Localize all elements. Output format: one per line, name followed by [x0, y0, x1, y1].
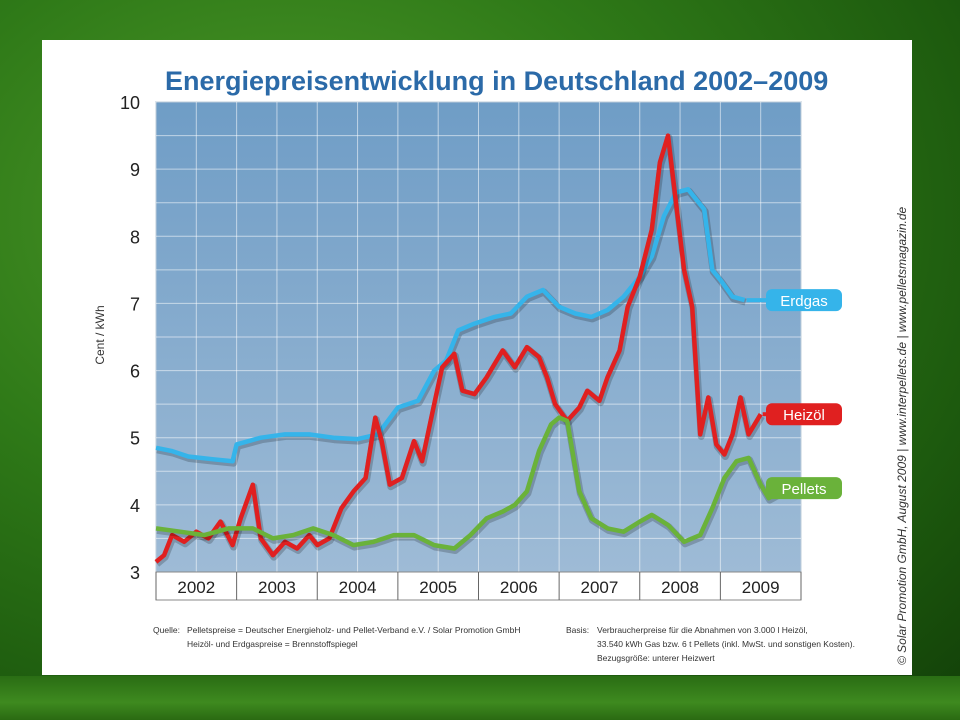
y-tick-label: 5 [130, 429, 140, 449]
footnote-basis-label: Basis: [566, 625, 589, 635]
y-tick-label: 7 [130, 294, 140, 314]
tag-label: Heizöl [783, 407, 825, 424]
x-tick-label: 2003 [258, 578, 296, 597]
series-lines [154, 133, 795, 567]
y-tick-label: 8 [130, 227, 140, 247]
tag-erdgas [766, 289, 842, 312]
footnote-quelle-line2: Heizöl- und Erdgaspreise = Brennstoffspi… [187, 639, 358, 649]
x-axis: 2002 2003 2004 2005 2006 2007 2008 2009 [155, 571, 802, 601]
footnote-quelle-line1: Pelletspreise = Deutscher Energieholz- u… [187, 625, 521, 635]
chart-title: Energiepreisentwicklung in Deutschland 2… [165, 66, 828, 96]
x-tick-label: 2002 [177, 578, 215, 597]
series-line-pellets [155, 415, 794, 551]
x-tick-label: 2004 [339, 578, 377, 597]
x-tick-label: 2009 [742, 578, 780, 597]
tag-pellets [766, 477, 842, 500]
x-tick-label: 2005 [419, 578, 457, 597]
footnote-basis-line1: Verbraucherpreise für die Abnahmen von 3… [597, 625, 808, 635]
y-tick-label: 10 [120, 93, 140, 113]
y-tick-label: 3 [130, 563, 140, 583]
footnote-basis-line3: Bezugsgröße: unterer Heizwert [597, 653, 715, 663]
footnote-basis-line2: 33.540 kWh Gas bzw. 6 t Pellets (inkl. M… [597, 639, 855, 649]
series-tags: Erdgas Heizöl Pellets [746, 289, 842, 500]
side-credit: © Solar Promotion GmbH, August 2009 | ww… [895, 206, 909, 665]
tag-heizöl [766, 403, 842, 426]
background-glow [0, 676, 960, 720]
footnote-quelle-label: Quelle: [153, 625, 180, 635]
y-axis-label: Cent / kWh [93, 305, 107, 364]
tag-label: Pellets [781, 481, 826, 498]
y-tick-label: 4 [130, 496, 140, 516]
x-tick-label: 2007 [581, 578, 619, 597]
y-tick-label: 9 [130, 160, 140, 180]
x-tick-label: 2006 [500, 578, 538, 597]
tag-label: Erdgas [780, 293, 828, 310]
x-tick-label: 2008 [661, 578, 699, 597]
y-tick-label: 6 [130, 362, 140, 382]
footnote: Quelle: Pelletspreise = Deutscher Energi… [153, 625, 855, 663]
y-tick-labels: 3 4 5 6 7 8 9 10 [120, 93, 140, 583]
